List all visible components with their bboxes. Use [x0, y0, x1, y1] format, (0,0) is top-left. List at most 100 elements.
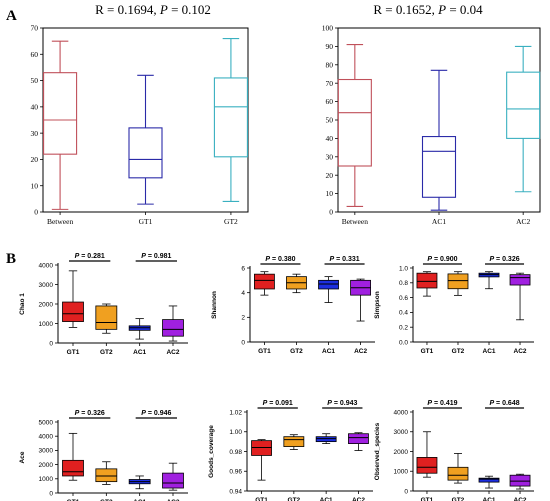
- p-value: = 0.419: [432, 400, 458, 407]
- p-symbol: P: [263, 400, 268, 407]
- p-value-label: P = 0.380: [265, 256, 295, 263]
- x-tick-label: GT2: [290, 348, 303, 355]
- box-AC2: AC2: [506, 45, 541, 226]
- p-value: = 0.648: [494, 400, 520, 407]
- p-value-label: P = 0.326: [75, 410, 105, 417]
- y-tick-label: 4000: [394, 409, 409, 416]
- x-tick-label: AC1: [133, 349, 146, 356]
- x-tick-label: AC2: [354, 348, 367, 355]
- x-tick-label: GT1: [421, 348, 434, 355]
- chart-2: 0 1000 2000 3000 4000 Chao 1 GT1 GT2 AC1 AC2 P = 0…: [19, 253, 188, 356]
- p-symbol: P: [75, 253, 80, 260]
- box-AC1: AC1: [478, 271, 500, 355]
- p-symbol: P: [141, 410, 146, 417]
- p-value-label: P = 0.331: [329, 256, 359, 263]
- y-tick-label: 4000: [39, 262, 54, 269]
- box-body: [162, 319, 184, 337]
- p-value: = 0.900: [432, 256, 458, 263]
- y-tick-label: 1.02: [229, 409, 242, 416]
- x-tick-label: AC2: [516, 217, 530, 226]
- y-tick-label: 1000: [394, 469, 409, 476]
- y-tick-label: 2000: [39, 462, 54, 469]
- y-tick-label: 3000: [39, 282, 54, 289]
- box-GT1: GT1: [254, 271, 275, 355]
- box-body: [128, 127, 163, 179]
- p-value-label: P = 0.091: [263, 400, 293, 407]
- panel-label-a: A: [6, 8, 17, 24]
- y-tick-label: 50: [326, 116, 334, 125]
- x-tick-label: AC1: [320, 497, 333, 501]
- box-GT2: GT2: [95, 303, 118, 356]
- p-value-label: P = 0.943: [327, 400, 357, 407]
- y-axis-label: Goods_coverage: [208, 425, 215, 478]
- x-tick-label: AC2: [166, 499, 179, 501]
- top-left-chart-title: R = 0.1694, P = 0.102: [95, 2, 211, 17]
- box-GT1: GT1: [251, 439, 272, 501]
- x-tick-label: GT1: [258, 348, 271, 355]
- chart-7: 0 1000 2000 3000 4000 Observed_species GT1 GT2 A…: [374, 400, 534, 501]
- x-tick-label: GT1: [67, 349, 80, 356]
- y-axis-label: Chao 1: [19, 293, 26, 315]
- box-GT1: GT1: [416, 271, 438, 355]
- p-symbol: P: [427, 400, 432, 407]
- chart-4: 0.0 0.2 0.4 0.6 0.8 1.0 Simpson GT1 GT2 AC1 AC2 P =…: [374, 256, 534, 355]
- y-tick-label: 6: [241, 265, 245, 272]
- box-body: [447, 273, 469, 290]
- y-tick-label: 80: [326, 60, 334, 69]
- box-Between: Between: [43, 40, 78, 226]
- y-tick-label: 0.0: [399, 339, 408, 346]
- panel-label-b: B: [6, 251, 16, 267]
- x-tick-label: GT2: [100, 499, 113, 501]
- x-tick-label: GT2: [288, 497, 301, 501]
- box-body: [348, 433, 369, 445]
- p-value: = 0.326: [494, 256, 520, 263]
- y-tick-label: 0.98: [229, 449, 242, 456]
- box-body: [213, 77, 248, 158]
- box-GT2: GT2: [213, 37, 248, 226]
- y-tick-label: 50: [31, 76, 39, 85]
- x-tick-label: GT2: [224, 217, 238, 226]
- p-value: = 0.281: [79, 253, 105, 260]
- x-tick-label: GT2: [452, 497, 465, 501]
- box-AC1: AC1: [421, 69, 457, 226]
- x-tick-label: AC1: [133, 499, 146, 501]
- p-symbol: P: [489, 256, 494, 263]
- box-AC2: AC2: [348, 432, 369, 501]
- p-value: = 0.946: [146, 410, 172, 417]
- chart-0: 0 10 20 30 40 50 60 70 Between GT1 GT2: [31, 24, 249, 226]
- y-tick-label: 0.4: [399, 310, 408, 317]
- box-body: [95, 468, 118, 483]
- y-tick-label: 60: [31, 50, 39, 59]
- y-tick-label: 90: [326, 42, 334, 51]
- p-symbol: P: [427, 256, 432, 263]
- x-tick-label: AC2: [514, 348, 527, 355]
- box-AC1: AC1: [318, 276, 339, 355]
- y-tick-label: 1000: [39, 321, 54, 328]
- chart-6: 0.94 0.96 0.98 1.00 1.02 Goods_coverage GT1 GT2…: [208, 400, 373, 501]
- box-GT1: GT1: [416, 431, 438, 501]
- x-tick-label: GT1: [139, 217, 153, 226]
- y-tick-label: 20: [31, 155, 39, 164]
- p-symbol: P: [327, 400, 332, 407]
- box-body: [254, 273, 275, 290]
- box-GT2: GT2: [283, 434, 305, 501]
- x-tick-label: Between: [342, 217, 368, 226]
- box-body: [509, 274, 531, 286]
- chart-1: 0 10 20 30 40 50 60 70 80 90 100 Between AC1 AC2: [322, 24, 541, 226]
- y-tick-label: 4: [241, 290, 245, 297]
- y-tick-label: 2000: [39, 301, 54, 308]
- box-GT2: GT2: [447, 453, 469, 501]
- x-tick-label: AC1: [322, 348, 335, 355]
- y-tick-label: 0.2: [399, 324, 408, 331]
- x-tick-label: AC2: [352, 497, 365, 501]
- box-AC1: AC1: [315, 433, 337, 501]
- p-value-label: P = 0.648: [489, 400, 519, 407]
- y-tick-label: 0.6: [399, 295, 408, 302]
- p-symbol: P: [265, 256, 270, 263]
- p-value: = 0.380: [270, 256, 296, 263]
- y-tick-label: 0.8: [399, 280, 408, 287]
- box-body: [416, 272, 438, 289]
- x-tick-label: GT1: [67, 499, 80, 501]
- p-value-label: P = 0.900: [427, 256, 457, 263]
